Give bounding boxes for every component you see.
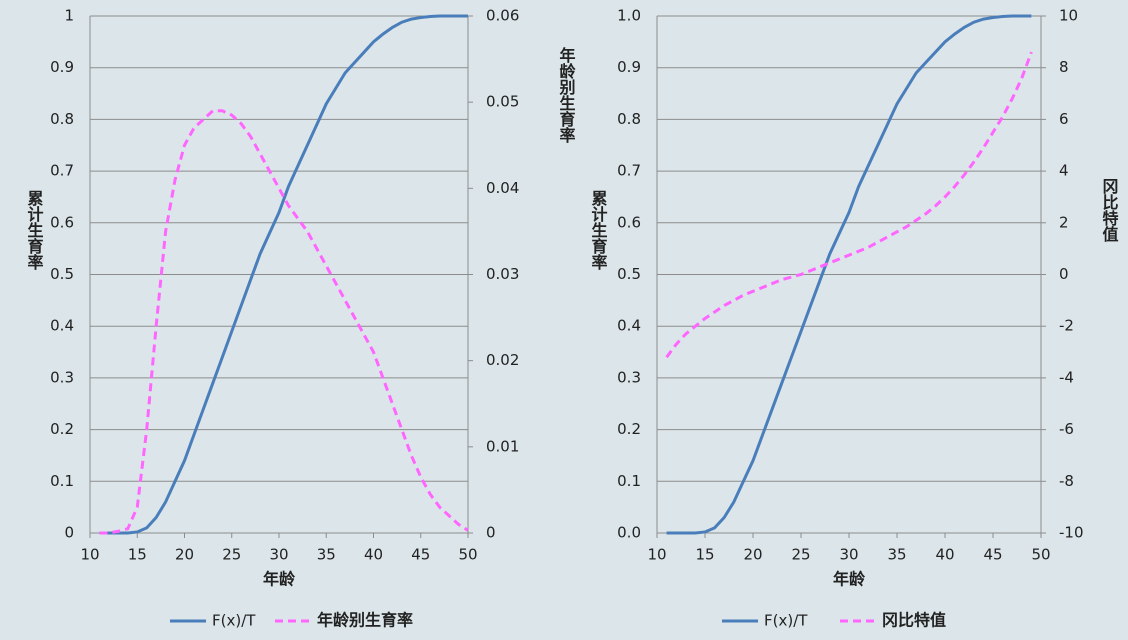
y-tick-label: 0.2 — [617, 420, 641, 438]
x-tick-label: 50 — [458, 546, 477, 564]
y2-axis-label: 冈比特值 — [1100, 178, 1119, 242]
y-tick-label: 0.1 — [617, 472, 641, 490]
x-tick-label: 35 — [887, 546, 906, 564]
y2-tick-label: 2 — [1059, 213, 1069, 231]
y-tick-label: 0.7 — [50, 162, 74, 180]
series-line — [99, 14, 468, 535]
y-tick-label: 0.3 — [617, 368, 641, 386]
x-tick-label: 30 — [269, 546, 288, 564]
y2-tick-label: -10 — [1059, 524, 1084, 542]
y-tick-label: 0.2 — [50, 420, 74, 438]
x-tick-label: 25 — [222, 546, 241, 564]
x-tick-label: 20 — [175, 546, 194, 564]
legend-label: F(x)/T — [212, 612, 256, 630]
x-tick-label: 15 — [128, 546, 147, 564]
series-line — [665, 51, 1033, 359]
legend-label: 冈比特值 — [882, 611, 946, 630]
y2-tick-label: 8 — [1059, 58, 1069, 76]
y2-tick-label: 0 — [1059, 265, 1069, 283]
x-tick-label: 30 — [839, 546, 858, 564]
y-tick-label: 0.6 — [617, 213, 641, 231]
x-tick-label: 40 — [364, 546, 383, 564]
x-tick-label: 10 — [647, 546, 666, 564]
x-tick-label: 15 — [695, 546, 714, 564]
y-tick-label: 1.0 — [617, 7, 641, 25]
y-tick-label: 0 — [64, 524, 74, 542]
y-tick-label: 0.8 — [617, 110, 641, 128]
y2-tick-label: 0 — [486, 524, 496, 542]
legend-label: F(x)/T — [764, 612, 808, 630]
legend-label: 年龄别生育率 — [317, 611, 413, 630]
y-tick-label: 0.5 — [617, 265, 641, 283]
y-tick-label: 0.8 — [50, 110, 74, 128]
y-tick-label: 0.9 — [50, 58, 74, 76]
x-tick-label: 35 — [317, 546, 336, 564]
y2-tick-label: 0.01 — [486, 437, 519, 455]
y2-tick-label: -8 — [1059, 472, 1074, 490]
y2-axis-label: 年龄别生育率 — [557, 46, 577, 144]
y2-tick-label: -2 — [1059, 317, 1074, 335]
y2-tick-label: 0.06 — [486, 7, 519, 25]
x-tick-label: 25 — [791, 546, 810, 564]
x-tick-label: 50 — [1031, 546, 1050, 564]
x-tick-label: 20 — [743, 546, 762, 564]
x-axis-label: 年龄 — [833, 570, 866, 589]
y-tick-label: 0.9 — [617, 58, 641, 76]
series-line — [666, 14, 1032, 535]
y2-tick-label: 0.04 — [486, 179, 519, 197]
x-tick-label: 10 — [80, 546, 99, 564]
y-tick-label: 0.0 — [617, 524, 641, 542]
y2-tick-label: 4 — [1059, 162, 1069, 180]
y2-tick-label: 0.02 — [486, 351, 519, 369]
y2-tick-label: -6 — [1059, 420, 1074, 438]
y-tick-label: 0.3 — [50, 368, 74, 386]
y2-tick-label: 0.03 — [486, 265, 519, 283]
y2-tick-label: -4 — [1059, 368, 1074, 386]
y-axis-label: 累计生育率 — [589, 190, 608, 271]
y-axis-label: 累计生育率 — [25, 190, 44, 271]
y-tick-label: 0.7 — [617, 162, 641, 180]
y-tick-label: 0.4 — [617, 317, 641, 335]
series-line — [99, 109, 469, 535]
x-tick-label: 45 — [983, 546, 1002, 564]
y2-tick-label: 10 — [1059, 7, 1078, 25]
x-axis-label: 年龄 — [263, 570, 296, 589]
x-tick-label: 45 — [411, 546, 430, 564]
y-tick-label: 0.1 — [50, 472, 74, 490]
y-tick-label: 1 — [64, 7, 74, 25]
y-tick-label: 0.5 — [50, 265, 74, 283]
y2-tick-label: 6 — [1059, 110, 1069, 128]
y2-tick-label: 0.05 — [486, 93, 519, 111]
x-tick-label: 40 — [935, 546, 954, 564]
y-tick-label: 0.4 — [50, 317, 74, 335]
y-tick-label: 0.6 — [50, 213, 74, 231]
